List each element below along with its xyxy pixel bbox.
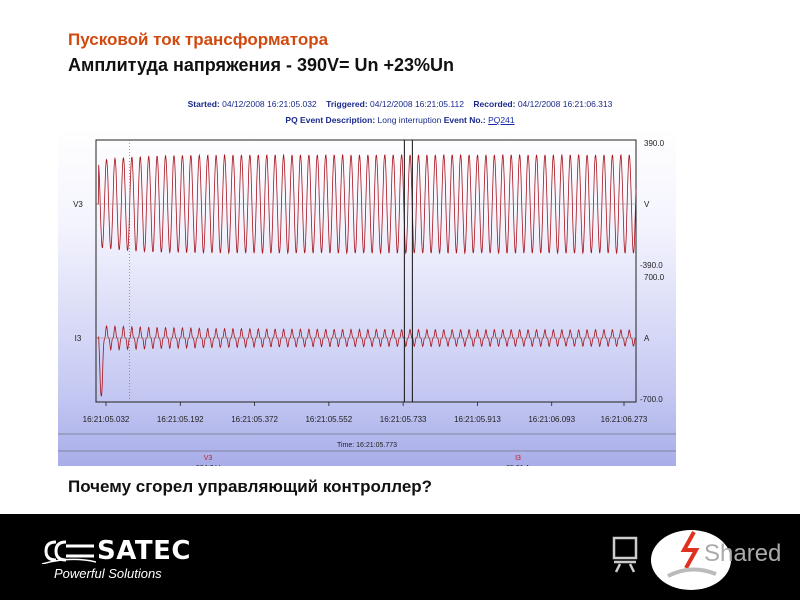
readout-channel-V3: V3	[204, 455, 213, 462]
description-label: PQ Event Description:	[285, 115, 376, 125]
x-tick-label-2: 16:21:05.372	[231, 415, 278, 424]
cursor-readout: Time: 16:21:05.773 V3 234.7 V I3 65.01 A	[58, 433, 676, 466]
ymin-label-I3: -700.0	[640, 395, 663, 404]
presentation-icon	[612, 536, 638, 573]
recorded-value: 04/12/2008 16:21:06.313	[517, 99, 613, 109]
ymax-label-V3: 390.0	[644, 139, 665, 148]
ymin-label-V3: -390.0	[640, 261, 663, 270]
slide-subtitle: Амплитуда напряжения - 390V= Un +23%Un	[68, 55, 455, 75]
waveform-plot[interactable]: V3 V 390.0 -390.0 I3 A 700.0 -700.0 16:21:05.032…	[58, 128, 676, 466]
triggered-label: Triggered:	[326, 99, 368, 109]
recorded-label: Recorded:	[473, 99, 516, 109]
footer-bar: SATEC Powerful Solutions Shared	[0, 514, 800, 600]
slide-title: Пусковой ток трансформатора	[68, 30, 329, 49]
x-tick-label-0: 16:21:05.032	[83, 415, 130, 424]
channel-label-V3: V3	[73, 200, 83, 209]
event-times-line: Started: 04/12/2008 16:21:05.032 Trigger…	[0, 99, 800, 109]
x-tick-label-6: 16:21:06.093	[528, 415, 575, 424]
x-tick-label-7: 16:21:06.273	[601, 415, 648, 424]
event-description-line: PQ Event Description: Long interruption …	[0, 115, 800, 125]
shared-oval-icon	[651, 530, 731, 590]
waveform-chart: V3 V 390.0 -390.0 I3 A 700.0 -700.0 16:21:05.032…	[58, 139, 676, 466]
event-no-link[interactable]: PQ241	[488, 115, 515, 125]
satec-brand: SATEC	[97, 536, 191, 566]
x-tick-label-3: 16:21:05.552	[305, 415, 352, 424]
channel-label-I3: I3	[75, 334, 82, 343]
description-value: Long interruption	[377, 115, 442, 125]
satec-emblem-icon	[41, 540, 96, 564]
x-tick-label-1: 16:21:05.192	[157, 415, 204, 424]
satec-tagline: Powerful Solutions	[54, 566, 162, 581]
readout-channel-I3: I3	[515, 455, 521, 462]
unit-label-I3: A	[644, 334, 650, 343]
started-value: 04/12/2008 16:21:05.032	[222, 99, 317, 109]
ymax-label-I3: 700.0	[644, 273, 665, 282]
x-tick-label-4: 16:21:05.733	[380, 415, 427, 424]
plot-border	[95, 139, 637, 403]
event-no-label: Event No.:	[443, 115, 486, 125]
shared-text: Shared	[704, 540, 782, 567]
readout-value-I3: 65.01 A	[506, 465, 530, 466]
trace-V3	[96, 153, 637, 255]
question-text: Почему сгорел управляющий контроллер?	[68, 477, 433, 496]
trace-I3	[96, 325, 637, 397]
started-label: Started:	[187, 99, 220, 109]
x-tick-label-5: 16:21:05.913	[454, 415, 501, 424]
readout-time: Time: 16:21:05.773	[337, 442, 397, 449]
axis-labels: V3 V 390.0 -390.0 I3 A 700.0 -700.0 16:21:05.032…	[73, 139, 664, 424]
unit-label-V3: V	[644, 200, 650, 209]
trace-group	[95, 139, 637, 403]
readout-value-V3: 234.7 V	[196, 465, 220, 466]
triggered-value: 04/12/2008 16:21:05.112	[370, 99, 464, 109]
